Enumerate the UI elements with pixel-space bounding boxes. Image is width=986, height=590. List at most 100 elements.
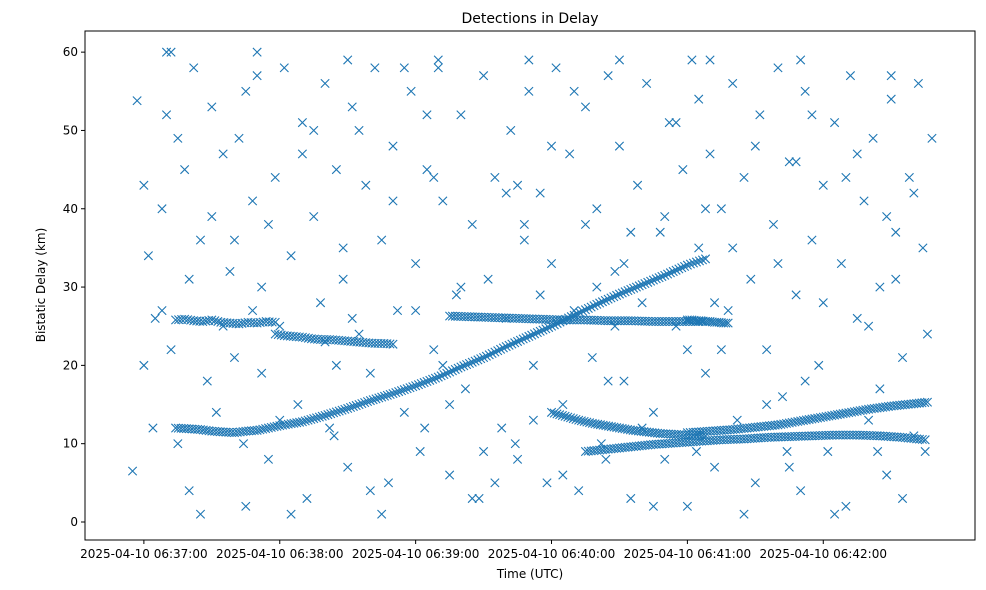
data-point bbox=[487, 348, 497, 359]
data-point bbox=[464, 358, 475, 369]
data-point bbox=[640, 278, 650, 289]
data-point bbox=[436, 371, 446, 381]
data-point bbox=[377, 392, 387, 402]
data-point bbox=[354, 399, 364, 410]
data-point bbox=[777, 392, 788, 402]
data-point bbox=[257, 368, 267, 378]
data-point bbox=[334, 406, 344, 416]
data-point bbox=[891, 274, 901, 284]
data-point bbox=[501, 341, 511, 352]
data-point bbox=[300, 416, 310, 426]
data-point bbox=[637, 298, 647, 308]
data-point bbox=[127, 466, 138, 476]
data-point bbox=[207, 212, 217, 222]
data-point bbox=[269, 422, 279, 432]
data-point bbox=[297, 118, 307, 128]
data-point bbox=[445, 470, 455, 480]
data-point bbox=[671, 265, 681, 275]
data-point bbox=[623, 286, 633, 296]
data-point bbox=[247, 196, 258, 206]
data-point bbox=[447, 366, 458, 376]
data-point bbox=[422, 110, 432, 120]
data-point bbox=[535, 188, 545, 198]
data-point bbox=[606, 293, 616, 303]
data-point bbox=[682, 345, 692, 355]
data-point bbox=[619, 258, 629, 269]
data-point bbox=[294, 417, 305, 427]
data-point bbox=[691, 316, 702, 326]
data-point bbox=[343, 462, 353, 472]
data-point bbox=[546, 321, 557, 331]
data-point bbox=[542, 478, 552, 488]
data-point bbox=[411, 305, 421, 316]
data-point bbox=[180, 165, 190, 175]
y-axis-label: Bistatic Delay (km) bbox=[34, 228, 48, 343]
data-point bbox=[422, 165, 432, 175]
data-point bbox=[739, 509, 749, 519]
data-point bbox=[920, 446, 930, 457]
data-point bbox=[365, 486, 375, 496]
data-point bbox=[460, 384, 471, 394]
data-point bbox=[382, 390, 392, 400]
data-point bbox=[241, 501, 251, 511]
data-point bbox=[501, 188, 511, 198]
data-point bbox=[700, 204, 711, 214]
data-point bbox=[617, 288, 627, 298]
data-point bbox=[173, 133, 183, 143]
data-point bbox=[371, 394, 381, 404]
data-point bbox=[694, 94, 704, 104]
data-point bbox=[565, 413, 576, 423]
data-point bbox=[379, 391, 390, 401]
data-point bbox=[651, 274, 661, 284]
y-tick-label: 60 bbox=[63, 45, 78, 59]
data-point bbox=[157, 305, 167, 316]
data-point bbox=[347, 313, 357, 323]
data-point bbox=[549, 408, 559, 418]
data-point bbox=[565, 149, 575, 159]
data-point bbox=[671, 118, 681, 128]
data-point bbox=[909, 431, 919, 441]
data-point bbox=[388, 141, 398, 151]
y-axis: 0 10 20 30 40 50 60 bbox=[63, 45, 85, 529]
data-point bbox=[462, 360, 472, 370]
data-point bbox=[275, 321, 285, 331]
data-point bbox=[657, 271, 667, 282]
data-point bbox=[429, 345, 439, 355]
data-point bbox=[578, 306, 588, 316]
data-point bbox=[320, 410, 330, 421]
data-point bbox=[297, 417, 307, 427]
data-point bbox=[267, 317, 277, 327]
data-point bbox=[512, 180, 523, 190]
data-point bbox=[507, 339, 517, 349]
data-point bbox=[328, 408, 339, 418]
data-point bbox=[849, 407, 859, 417]
data-point bbox=[257, 282, 267, 292]
data-point bbox=[913, 78, 923, 89]
data-point bbox=[601, 454, 611, 464]
data-point bbox=[490, 172, 500, 183]
data-point bbox=[347, 102, 357, 112]
data-point bbox=[700, 368, 711, 378]
data-point bbox=[365, 396, 375, 406]
data-point bbox=[873, 446, 883, 457]
data-point bbox=[855, 406, 865, 416]
data-point bbox=[527, 330, 537, 340]
data-point bbox=[501, 313, 511, 323]
data-point bbox=[529, 329, 540, 339]
data-point bbox=[796, 486, 806, 496]
data-point bbox=[852, 149, 862, 159]
data-point bbox=[229, 352, 240, 363]
data-point bbox=[546, 258, 557, 269]
data-point bbox=[357, 398, 367, 409]
data-point bbox=[580, 219, 591, 230]
data-point bbox=[413, 380, 424, 390]
data-point bbox=[603, 71, 613, 81]
data-point bbox=[399, 407, 409, 417]
data-point bbox=[433, 63, 443, 73]
data-point bbox=[394, 387, 404, 397]
data-point bbox=[416, 378, 426, 389]
data-point bbox=[326, 409, 336, 419]
data-point bbox=[609, 292, 619, 302]
data-point bbox=[272, 421, 282, 431]
data-point bbox=[557, 410, 567, 421]
